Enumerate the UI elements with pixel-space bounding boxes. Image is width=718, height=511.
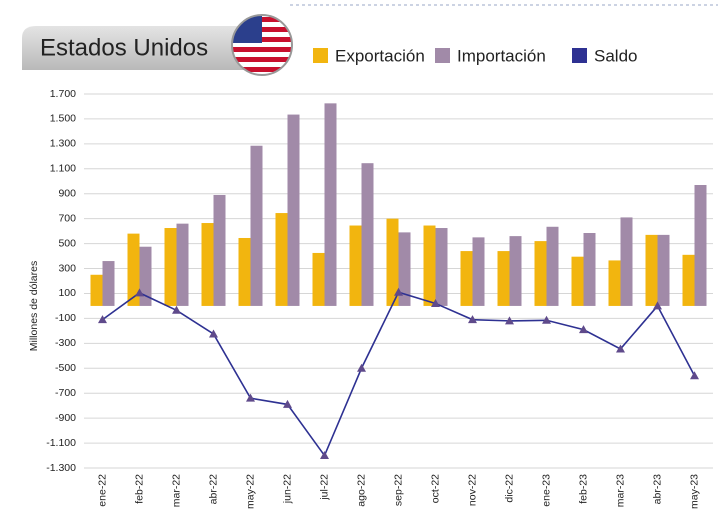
x-tick-label: ene-22 xyxy=(96,474,108,507)
bar xyxy=(164,228,177,306)
marker xyxy=(394,287,403,296)
bar xyxy=(324,103,337,306)
marker xyxy=(135,288,144,297)
marker xyxy=(653,301,662,310)
y-tick-label: 1.700 xyxy=(50,88,76,100)
bar xyxy=(682,254,695,306)
x-tick-label: mar-22 xyxy=(170,474,182,507)
bar xyxy=(139,246,152,306)
bar xyxy=(435,228,448,306)
bar xyxy=(312,252,325,306)
x-tick-label: ene-23 xyxy=(540,474,552,507)
y-tick-label: 700 xyxy=(58,212,76,224)
bar xyxy=(176,223,189,306)
marker xyxy=(209,329,218,338)
bar xyxy=(608,260,621,306)
y-tick-label: -1.300 xyxy=(46,462,76,474)
bar xyxy=(201,223,214,306)
line xyxy=(102,291,696,458)
legend-label: Importación xyxy=(457,46,546,65)
y-tick-label: -1.100 xyxy=(46,437,76,449)
legend-swatch xyxy=(313,48,328,63)
bar xyxy=(213,194,226,306)
x-tick-label: oct-22 xyxy=(429,474,441,503)
bar xyxy=(275,213,288,306)
bar xyxy=(102,261,115,306)
bar xyxy=(497,251,510,306)
y-tick-label: -300 xyxy=(55,337,76,349)
y-tick-label: 300 xyxy=(58,262,76,274)
x-tick-label: sep-22 xyxy=(392,474,404,506)
bar xyxy=(472,237,485,306)
flag xyxy=(232,15,292,75)
bar xyxy=(509,236,522,306)
bar xyxy=(398,232,411,306)
marker xyxy=(468,315,477,324)
y-tick-label: -700 xyxy=(55,387,76,399)
y-tick-label: -900 xyxy=(55,412,76,424)
y-tick-label: 900 xyxy=(58,188,76,200)
marker xyxy=(616,344,625,353)
bar xyxy=(620,217,633,306)
bar xyxy=(460,251,473,306)
bar xyxy=(694,185,707,306)
x-tick-label: nov-22 xyxy=(466,474,478,506)
x-tick-label: jun-22 xyxy=(281,474,293,504)
marker xyxy=(690,371,699,380)
marker xyxy=(246,393,255,402)
x-tick-label: mar-23 xyxy=(614,474,626,507)
bar xyxy=(534,241,547,306)
legend-label: Exportación xyxy=(335,46,425,65)
bar xyxy=(127,233,140,306)
bar xyxy=(250,145,263,306)
x-tick-label: may-22 xyxy=(244,474,256,509)
bar xyxy=(645,234,658,306)
bar xyxy=(546,226,559,306)
chart-title: Estados Unidos xyxy=(40,34,208,61)
marker xyxy=(320,451,329,460)
marker xyxy=(98,315,107,324)
x-tick-label: abr-22 xyxy=(207,474,219,505)
marker xyxy=(283,399,292,408)
x-tick-label: feb-23 xyxy=(577,474,589,504)
legend-label: Saldo xyxy=(594,46,637,65)
y-tick-label: 1.500 xyxy=(50,113,76,125)
x-tick-label: feb-22 xyxy=(133,474,145,504)
x-tick-label: may-23 xyxy=(688,474,700,509)
x-tick-label: dic-22 xyxy=(503,474,515,503)
y-tick-label: 1.300 xyxy=(50,138,76,150)
bar xyxy=(657,234,670,306)
flag-rim xyxy=(231,14,293,76)
x-tick-label: abr-23 xyxy=(651,474,663,505)
bar xyxy=(583,233,596,306)
marker xyxy=(542,315,551,324)
y-tick-label: 100 xyxy=(58,287,76,299)
x-tick-label: jul-22 xyxy=(318,474,330,501)
legend-swatch xyxy=(435,48,450,63)
bar xyxy=(361,163,374,306)
marker xyxy=(579,325,588,334)
marker xyxy=(431,298,440,307)
bar xyxy=(287,114,300,306)
x-tick-label: ago-22 xyxy=(355,474,367,507)
bar xyxy=(90,274,103,306)
bar xyxy=(423,225,436,306)
y-tick-label: 1.100 xyxy=(50,163,76,175)
y-tick-label: -500 xyxy=(55,362,76,374)
y-axis-label: Millones de dólares xyxy=(28,261,40,351)
marker xyxy=(172,305,181,314)
bar xyxy=(386,218,399,306)
y-tick-label: -100 xyxy=(55,312,76,324)
marker xyxy=(505,316,514,325)
title-tab xyxy=(22,26,250,70)
y-tick-label: 500 xyxy=(58,237,76,249)
legend-swatch xyxy=(572,48,587,63)
bar xyxy=(349,225,362,306)
bar xyxy=(238,237,251,306)
marker xyxy=(357,363,366,372)
bar xyxy=(571,256,584,306)
